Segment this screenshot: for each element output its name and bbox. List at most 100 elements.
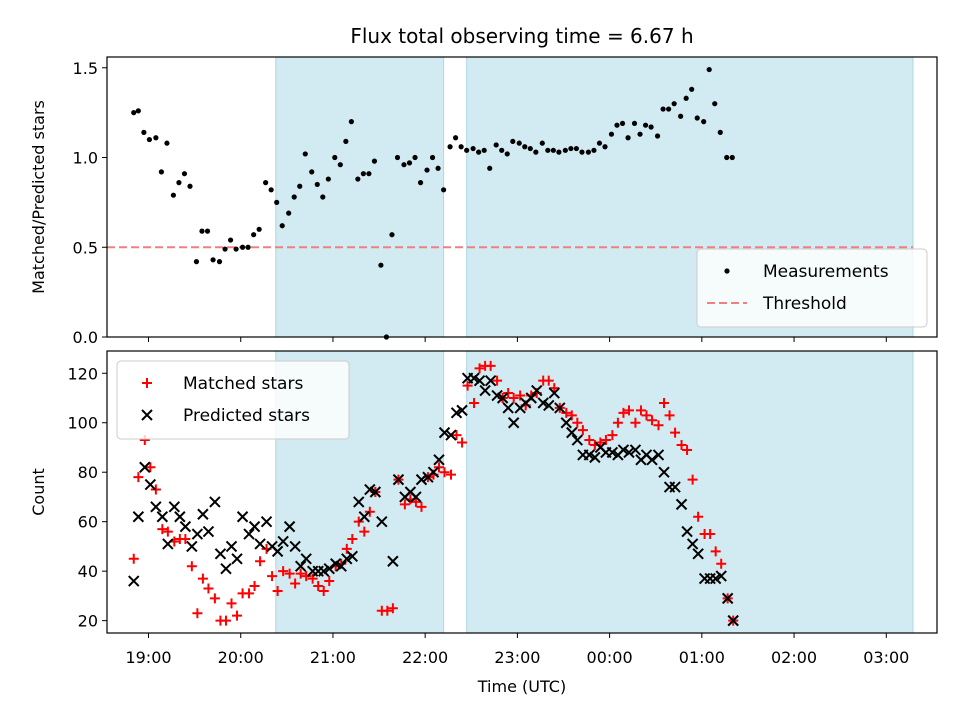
data-point: [313, 581, 324, 591]
data-point: [562, 147, 568, 153]
data-point: [566, 426, 578, 439]
data-point: [659, 397, 670, 408]
data-point: [227, 237, 234, 243]
data-point: [607, 430, 618, 441]
data-point: [654, 133, 661, 139]
data-point: [577, 425, 588, 436]
data-point: [445, 469, 456, 480]
data-point: [595, 437, 606, 448]
data-point: [543, 399, 555, 412]
data-point: [343, 138, 349, 144]
data-point: [346, 550, 359, 563]
data-point: [232, 610, 243, 621]
y-tick-label: 0.5: [73, 238, 98, 257]
data-point: [353, 516, 364, 527]
data-point: [359, 526, 370, 537]
data-point: [133, 472, 144, 483]
data-point: [162, 538, 174, 550]
data-point: [499, 147, 505, 153]
data-point: [135, 108, 141, 114]
data-point: [164, 140, 170, 146]
data-point: [255, 556, 266, 567]
data-point: [378, 262, 384, 268]
data-point: [556, 149, 562, 155]
legend-label: Threshold: [762, 294, 847, 314]
x-axis-label: Time (UTC): [477, 677, 566, 696]
data-point: [325, 176, 331, 182]
data-point: [462, 380, 473, 391]
y-tick-label: 1.5: [73, 59, 98, 78]
data-point: [193, 259, 200, 265]
data-point: [128, 553, 139, 564]
data-point: [560, 417, 572, 429]
data-point: [453, 135, 459, 141]
data-point: [647, 415, 658, 426]
data-point: [548, 387, 560, 399]
data-point: [360, 171, 366, 177]
data-point: [625, 135, 631, 141]
data-point: [683, 95, 689, 101]
data-point: [366, 171, 372, 177]
legend-box: [116, 360, 350, 440]
chart-title: Flux total observing time = 6.67 h: [350, 24, 693, 48]
data-point: [689, 86, 695, 92]
data-point: [236, 511, 249, 523]
data-point: [493, 142, 499, 148]
series-measurements: [131, 66, 735, 340]
data-point: [591, 147, 597, 153]
data-point: [146, 136, 153, 143]
data-point: [630, 417, 641, 428]
data-point: [451, 430, 462, 441]
data-point: [652, 449, 665, 461]
data-point: [180, 534, 191, 544]
shaded-interval: [466, 350, 914, 634]
data-point: [260, 515, 273, 528]
y-tick-label: 0.0: [73, 328, 98, 347]
x-tick-label: 02:00: [771, 648, 817, 667]
data-point: [324, 576, 335, 587]
data-point: [678, 113, 684, 119]
data-point: [515, 390, 526, 401]
data-point: [641, 410, 652, 421]
panel-1: 0.0 0.5 1.0 1.5 Matched/Predicted stars Measu…: [29, 56, 938, 347]
data-point: [251, 232, 257, 238]
data-point: [474, 363, 485, 374]
data-point: [158, 169, 165, 175]
data-point: [300, 553, 312, 565]
x-tick-label: 23:00: [494, 648, 540, 667]
data-point: [724, 154, 730, 161]
data-point: [642, 122, 649, 128]
data-point: [502, 402, 514, 414]
legend-marker-swatch: [724, 268, 730, 274]
data-point: [187, 183, 193, 189]
data-point: [347, 534, 358, 544]
data-point: [614, 122, 620, 128]
data-point: [412, 154, 418, 161]
data-point: [503, 388, 514, 399]
data-point: [706, 66, 712, 73]
data-point: [399, 499, 410, 510]
legend-marker-swatch: [141, 409, 153, 421]
data-point: [353, 496, 365, 508]
data-point: [682, 444, 693, 455]
x-tick-label: 00:00: [587, 648, 633, 667]
data-point: [199, 228, 205, 234]
data-point: [681, 525, 693, 538]
data-point: [424, 167, 430, 173]
data-point: [214, 548, 227, 560]
data-point: [438, 426, 451, 439]
data-point: [256, 226, 262, 232]
data-point: [192, 608, 203, 619]
data-point: [435, 165, 441, 171]
data-point: [254, 538, 266, 550]
data-point: [568, 145, 574, 152]
data-point: [470, 145, 476, 152]
data-point: [174, 511, 186, 523]
data-point: [220, 562, 232, 575]
data-point: [658, 466, 670, 478]
data-point: [473, 374, 486, 387]
data-point: [202, 525, 215, 538]
data-point: [139, 461, 151, 473]
data-point: [341, 543, 352, 554]
